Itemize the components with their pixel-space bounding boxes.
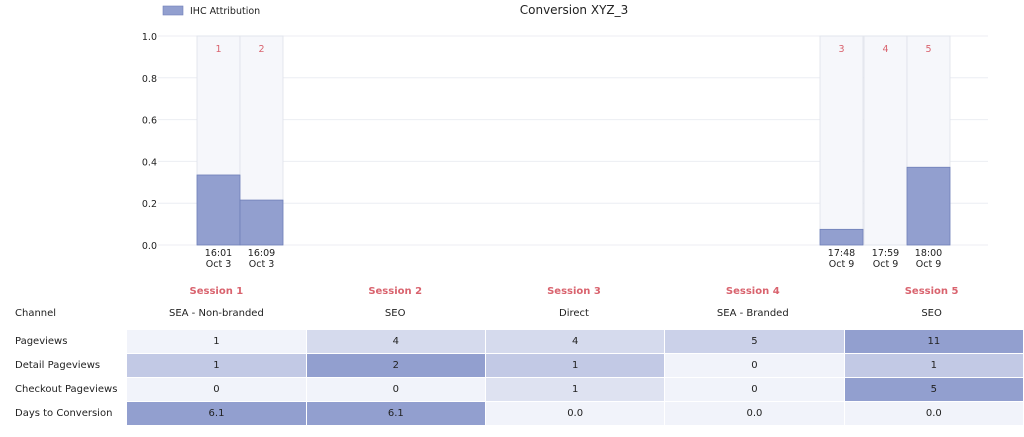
session-label: Session 2 [368, 286, 423, 297]
metric-cell: 1 [126, 329, 307, 354]
attribution-bar [196, 174, 241, 246]
touchpoint-number: 4 [882, 44, 888, 55]
x-tick-date: Oct 3 [206, 259, 232, 270]
y-tick-label: 0.2 [142, 199, 157, 210]
metric-row: Days to Conversion 6.1 6.1 0.0 0.0 0.0 [0, 401, 1024, 426]
x-tick-time: 16:09 [248, 248, 275, 259]
touchpoint-background [819, 35, 864, 246]
attribution-bar [239, 199, 284, 246]
y-tick-label: 0.0 [142, 241, 157, 252]
x-tick-date: Oct 9 [916, 259, 942, 270]
attribution-bar [819, 228, 864, 246]
metric-cell: 4 [484, 329, 666, 354]
metric-cell: 0.0 [484, 401, 666, 426]
legend-swatch [162, 5, 184, 16]
metric-cell: 0 [305, 377, 486, 402]
metric-cell: 0 [664, 377, 845, 402]
y-tick-label: 0.6 [142, 116, 157, 127]
metric-cell: 0 [664, 353, 845, 378]
touchpoint-background [863, 35, 908, 246]
x-tick-time: 17:59 [872, 248, 899, 259]
session-label: Session 5 [904, 286, 959, 297]
x-tick-date: Oct 3 [249, 259, 275, 270]
metric-cell: 6.1 [126, 401, 307, 426]
metric-cell: 0 [126, 377, 307, 402]
legend-label: IHC Attribution [190, 6, 260, 17]
metric-cell: 0.0 [664, 401, 845, 426]
touchpoint-backgrounds [196, 35, 951, 246]
metric-row: Detail Pageviews 1 2 1 0 1 [0, 353, 1024, 378]
y-tick-label: 0.8 [142, 74, 157, 85]
x-tick-date: Oct 9 [829, 259, 855, 270]
y-tick-label: 0.4 [142, 157, 157, 168]
metric-cell: 1 [843, 353, 1024, 378]
metrics-table: Pageviews 1 4 4 5 11 Detail Pageviews 1 2 1 0 1 Chec… [0, 329, 1024, 426]
touchpoint-number: 3 [838, 44, 844, 55]
metric-cell: 1 [484, 353, 666, 378]
channel-cell: SEO [921, 308, 942, 319]
channel-cell: SEO [384, 308, 406, 319]
channel-cell: SEA - Branded [716, 308, 789, 319]
metric-cell: 0.0 [843, 401, 1024, 426]
metric-cell: 5 [664, 329, 845, 354]
metric-row: Checkout Pageviews 0 0 1 0 5 [0, 377, 1024, 402]
metric-cell: 2 [305, 353, 486, 378]
channel-row-label: Channel [15, 308, 57, 319]
metric-cell: 4 [305, 329, 486, 354]
y-tick-label: 1.0 [142, 32, 157, 43]
metric-row-label: Checkout Pageviews [15, 384, 118, 395]
session-label: Session 1 [189, 286, 244, 297]
metric-cell: 1 [126, 353, 307, 378]
metric-row: Pageviews 1 4 4 5 11 [0, 329, 1024, 354]
x-tick-date: Oct 9 [873, 259, 899, 270]
session-label: Session 3 [547, 286, 601, 297]
channel-cell: Direct [559, 308, 589, 319]
touchpoint-number: 5 [925, 44, 931, 55]
metric-cell: 6.1 [305, 401, 486, 426]
attribution-bar [906, 166, 951, 246]
x-tick-time: 17:48 [828, 248, 855, 259]
metric-cell: 11 [843, 329, 1024, 354]
x-tick-time: 18:00 [915, 248, 942, 259]
channel-cell: SEA - Non-branded [169, 308, 264, 319]
bars [196, 166, 951, 246]
touchpoint-number: 2 [258, 44, 264, 55]
session-labels: Session 1 Session 2 Session 3 Session 4 … [127, 286, 1021, 300]
metric-row-label: Pageviews [15, 336, 68, 347]
chart-title: Conversion XYZ_3 [520, 3, 629, 17]
session-label: Session 4 [725, 286, 780, 297]
metric-cell: 5 [843, 377, 1024, 402]
channel-row: Channel SEA - Non-branded SEO Direct SEA… [0, 308, 1024, 324]
touchpoint-number: 1 [215, 44, 221, 55]
metric-cell: 1 [484, 377, 666, 402]
metric-row-label: Days to Conversion [15, 408, 113, 419]
x-tick-time: 16:01 [205, 248, 232, 259]
metric-row-label: Detail Pageviews [15, 360, 101, 371]
